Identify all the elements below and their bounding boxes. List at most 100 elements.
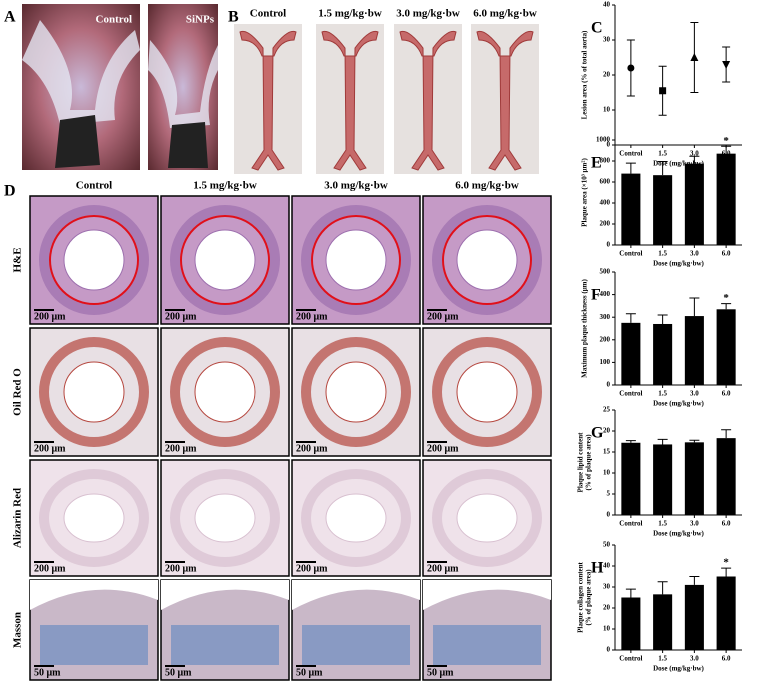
vessel-wall	[301, 469, 411, 567]
lumen	[161, 580, 289, 610]
error-bar	[657, 314, 668, 324]
y-axis-label: Plaque lipid content	[577, 432, 585, 493]
lumen	[456, 229, 518, 291]
panel-label: B	[228, 9, 239, 26]
lumen	[325, 493, 387, 543]
row-label: Masson	[12, 612, 24, 648]
aorta	[476, 30, 534, 171]
bar	[621, 597, 641, 650]
y-tick-label: 30	[603, 583, 611, 591]
plaque-outline	[49, 215, 139, 305]
y-tick-label: 400	[600, 199, 611, 207]
lumen	[194, 493, 256, 543]
lumen	[325, 229, 387, 291]
bar	[684, 584, 704, 650]
y-tick-label: 0	[607, 241, 611, 249]
scale-bar-label: 200 μm	[296, 563, 328, 574]
plaque-outline	[311, 215, 401, 305]
bar	[653, 444, 673, 515]
vessel	[148, 40, 218, 128]
lumen	[63, 361, 125, 423]
x-tick-label: 6.0	[722, 250, 731, 258]
panel-a	[22, 4, 218, 170]
y-tick-label: 800	[600, 157, 611, 165]
x-tick-label: Control	[619, 655, 642, 663]
y-tick-label: 0	[607, 511, 611, 519]
y-tick-label: 300	[600, 313, 611, 321]
x-tick-label: 6.0	[722, 390, 731, 398]
bar	[653, 175, 673, 245]
x-tick-label: Control	[619, 250, 642, 258]
panel-label: H	[591, 560, 604, 577]
x-axis-label: Dose (mg/kg·bw)	[653, 160, 704, 168]
panel-label: D	[4, 183, 16, 200]
scale-bar-label: 200 μm	[165, 311, 197, 322]
scale-bar-label: 50 μm	[165, 667, 192, 678]
plaque-outline	[180, 215, 270, 305]
vessel-wall	[301, 205, 411, 315]
y-tick-label: 40	[603, 562, 611, 570]
scale-bar-label: 200 μm	[427, 443, 459, 454]
panel-b	[234, 24, 539, 174]
column-header: 1.5 mg/kg·bw	[318, 8, 382, 20]
bar	[621, 442, 641, 515]
column-header: 6.0 mg/kg·bw	[473, 8, 537, 20]
trachea	[168, 122, 208, 168]
scale-bar-label: 200 μm	[34, 443, 66, 454]
x-tick-label: 3.0	[690, 520, 699, 528]
y-tick-label: 200	[600, 220, 611, 228]
y-tick-label: 200	[600, 335, 611, 343]
y-tick-label: 0	[607, 646, 611, 654]
row-label: H&E	[12, 247, 24, 272]
error-bar	[721, 303, 732, 310]
y-axis-label: Maximum plaque thickness (μm)	[581, 279, 589, 378]
error-bar	[721, 145, 732, 154]
point	[659, 87, 667, 95]
x-tick-label: Control	[619, 520, 642, 528]
vessel-wall	[301, 337, 411, 447]
column-header: 1.5 mg/kg·bw	[193, 180, 257, 192]
vessel-wall	[39, 205, 149, 315]
y-tick-label: 500	[600, 268, 611, 276]
x-tick-label: Control	[619, 390, 642, 398]
x-axis-label: Dose (mg/kg·bw)	[653, 530, 704, 538]
y-tick-label: 10	[603, 469, 611, 477]
error-bar	[625, 313, 636, 323]
point	[690, 53, 699, 61]
y-axis-label: Plaque area (×10³ μm²)	[581, 158, 589, 227]
error-bar	[657, 581, 668, 595]
y-tick-label: 10	[603, 625, 611, 633]
bar	[621, 173, 641, 245]
panel-label: F	[591, 287, 601, 304]
scale-bar-label: 200 μm	[296, 311, 328, 322]
aorta	[321, 30, 379, 171]
y-tick-label: 20	[603, 71, 611, 79]
y-tick-label: 100	[600, 358, 611, 366]
bar	[653, 594, 673, 650]
scale-bar-label: 200 μm	[427, 311, 459, 322]
aorta	[399, 30, 457, 171]
x-tick-label: 6.0	[722, 655, 731, 663]
error-bar	[689, 576, 700, 585]
vessel-wall	[432, 469, 542, 567]
column-header: 3.0 mg/kg·bw	[324, 180, 388, 192]
collagen	[433, 625, 541, 665]
vessel-wall	[39, 337, 149, 447]
vessel-wall	[170, 469, 280, 567]
lumen	[30, 580, 158, 610]
row-label: Oil Red O	[12, 368, 24, 416]
vessel-wall	[170, 337, 280, 447]
x-tick-label: 3.0	[690, 250, 699, 258]
bar	[684, 316, 704, 385]
significance-marker: *	[723, 135, 729, 147]
error-bar	[657, 438, 668, 445]
error-bar	[625, 162, 636, 174]
lumen	[194, 361, 256, 423]
collagen	[171, 625, 279, 665]
column-header: Control	[250, 8, 286, 20]
panel-d	[29, 195, 552, 681]
image-caption: SiNPs	[186, 14, 215, 26]
collagen	[302, 625, 410, 665]
x-tick-label: 6.0	[722, 520, 731, 528]
